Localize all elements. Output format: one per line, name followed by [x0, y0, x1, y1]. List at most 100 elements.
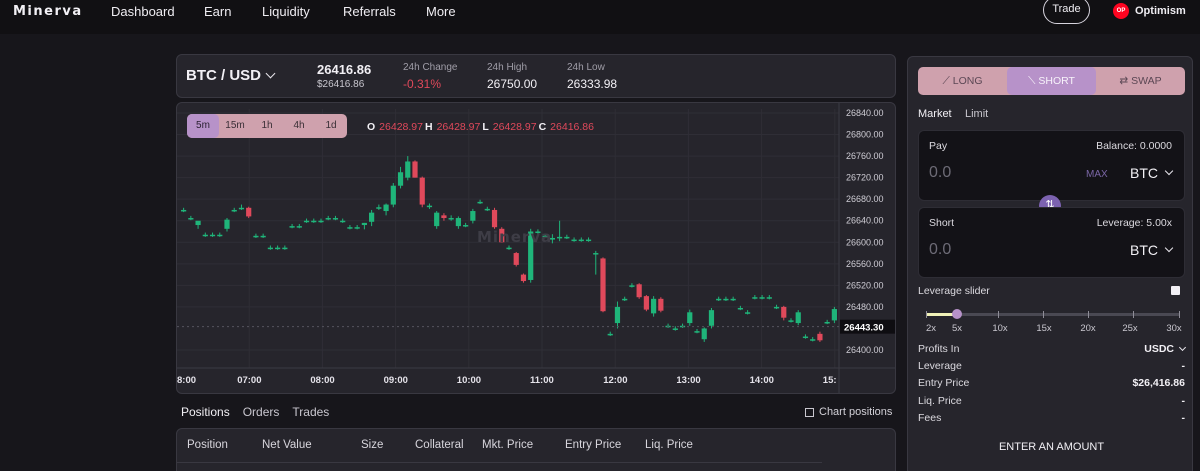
- short-amount-input[interactable]: 0.0: [929, 241, 952, 258]
- trend-up-icon: ⟋: [942, 75, 953, 87]
- top-navbar: Minerva Dashboard Earn Liquidity Referra…: [0, 0, 1200, 34]
- timeframe-selector: 5m 15m 1h 4h 1d: [187, 114, 347, 138]
- candle-up: [701, 328, 707, 340]
- candle-up: [716, 298, 722, 301]
- candle-up: [354, 227, 360, 229]
- leverage-slider[interactable]: [926, 309, 1180, 319]
- candle-up: [282, 247, 288, 250]
- info-value: $26,416.86: [1132, 377, 1185, 389]
- pair-selector[interactable]: BTC / USD: [186, 67, 276, 84]
- candle-up: [831, 309, 837, 321]
- candle-up: [477, 201, 483, 204]
- leverage-slider-checkbox[interactable]: [1171, 286, 1180, 295]
- candle-up: [361, 222, 367, 226]
- max-button[interactable]: MAX: [1086, 169, 1108, 180]
- info-key: Leverage: [918, 360, 962, 372]
- candle-up: [202, 234, 208, 237]
- candle-down: [419, 177, 425, 205]
- tab-positions[interactable]: Positions: [181, 405, 230, 419]
- candle-up: [289, 226, 295, 228]
- y-tick-label: 26640.00: [846, 216, 884, 226]
- candle-up: [347, 227, 353, 229]
- timeframe-1h[interactable]: 1h: [261, 120, 273, 131]
- last-price-value: 26416.86: [317, 62, 372, 77]
- candle-up: [426, 205, 433, 208]
- x-tick-label: 08:00: [310, 375, 334, 386]
- y-tick-label: 26600.00: [846, 237, 884, 247]
- timeframe-5m[interactable]: 5m: [187, 114, 219, 138]
- order-type-limit[interactable]: Limit: [965, 108, 989, 120]
- network-selector[interactable]: OP Optimism: [1113, 3, 1186, 19]
- candle-up: [585, 239, 592, 242]
- pay-amount-input[interactable]: 0.0: [929, 164, 952, 181]
- swap-button[interactable]: ⇄ SWAP: [1096, 67, 1185, 95]
- timeframe-4h[interactable]: 4h: [293, 120, 305, 131]
- slider-tick: [1088, 311, 1089, 318]
- stat-value: -0.31%: [403, 77, 442, 91]
- short-token-selector[interactable]: BTC: [1130, 242, 1174, 258]
- chart-positions-toggle[interactable]: Chart positions: [805, 406, 892, 418]
- column-header: Collateral: [415, 439, 464, 451]
- candle-up: [824, 321, 830, 324]
- nav-referrals[interactable]: Referrals: [343, 4, 396, 19]
- candle-down: [412, 161, 418, 178]
- candle-up: [687, 312, 693, 324]
- candle-down: [658, 298, 664, 311]
- ohlc-low-key: L: [482, 121, 489, 133]
- candle-up: [564, 236, 570, 239]
- trend-down-icon: ⟍: [1028, 75, 1039, 87]
- swap-label: SWAP: [1131, 75, 1162, 87]
- candle-up: [181, 209, 187, 212]
- column-header: Position: [187, 439, 228, 451]
- last-price: 26416.86 $26416.86: [317, 62, 371, 90]
- candle-up: [397, 172, 404, 186]
- candle-up: [549, 237, 555, 240]
- stat-24h-low: 24h Low 26333.98: [567, 62, 617, 91]
- app-logo[interactable]: Minerva: [13, 4, 83, 19]
- long-button[interactable]: ⟋ LONG: [918, 67, 1007, 95]
- order-type-market[interactable]: Market: [918, 108, 952, 120]
- enter-amount-button[interactable]: ENTER AN AMOUNT: [998, 441, 1105, 453]
- pay-token-selector[interactable]: BTC: [1130, 165, 1174, 181]
- candle-up: [773, 306, 780, 309]
- price-chart[interactable]: 26840.00 26800.00 26760.00 26720.00 26680.00…: [176, 102, 896, 394]
- nav-dashboard[interactable]: Dashboard: [111, 4, 175, 19]
- candle-up: [766, 297, 772, 299]
- candle-up: [318, 220, 324, 223]
- candle-up: [484, 208, 490, 211]
- swap-icon: ⇄: [1119, 75, 1132, 87]
- info-value: -: [1181, 395, 1186, 407]
- pay-box: Pay Balance: 0.0000 0.0 MAX BTC: [918, 130, 1185, 201]
- timeframe-15m[interactable]: 15m: [225, 120, 245, 131]
- timeframe-1d[interactable]: 1d: [325, 120, 337, 131]
- candle-up: [557, 236, 563, 239]
- ohlc-high-key: H: [424, 121, 433, 133]
- candle-down: [643, 296, 649, 310]
- tab-trades[interactable]: Trades: [292, 405, 330, 419]
- leverage-slider-fill: [926, 313, 956, 316]
- chart-positions-checkbox[interactable]: [805, 407, 814, 417]
- trade-button[interactable]: Trade: [1043, 0, 1090, 24]
- y-tick-label: 26520.00: [846, 280, 884, 290]
- info-value: -: [1181, 412, 1186, 424]
- candle-up: [759, 297, 765, 299]
- candle-up: [383, 204, 389, 212]
- info-value: -: [1181, 360, 1186, 372]
- pay-label: Pay: [929, 140, 948, 152]
- candle-down: [636, 284, 642, 298]
- nav-earn[interactable]: Earn: [204, 4, 232, 19]
- nav-more[interactable]: More: [426, 4, 456, 19]
- leverage-slider-thumb[interactable]: [952, 309, 962, 319]
- y-tick-label: 26760.00: [846, 151, 884, 161]
- candle-up: [311, 220, 317, 223]
- positions-table: Position Net Value Size Collateral Mkt. …: [176, 428, 896, 471]
- short-token-label: BTC: [1130, 242, 1158, 258]
- x-tick-label: 13:00: [676, 375, 700, 386]
- candle-up: [470, 211, 476, 221]
- nav-liquidity[interactable]: Liquidity: [262, 4, 310, 19]
- candle-up: [788, 320, 794, 322]
- tab-orders[interactable]: Orders: [242, 405, 280, 419]
- candlestick-chart[interactable]: 26840.00 26800.00 26760.00 26720.00 26680.00…: [177, 103, 896, 394]
- short-button[interactable]: ⟍ SHORT: [1007, 67, 1096, 95]
- profits-token-selector[interactable]: USDC: [1144, 343, 1187, 355]
